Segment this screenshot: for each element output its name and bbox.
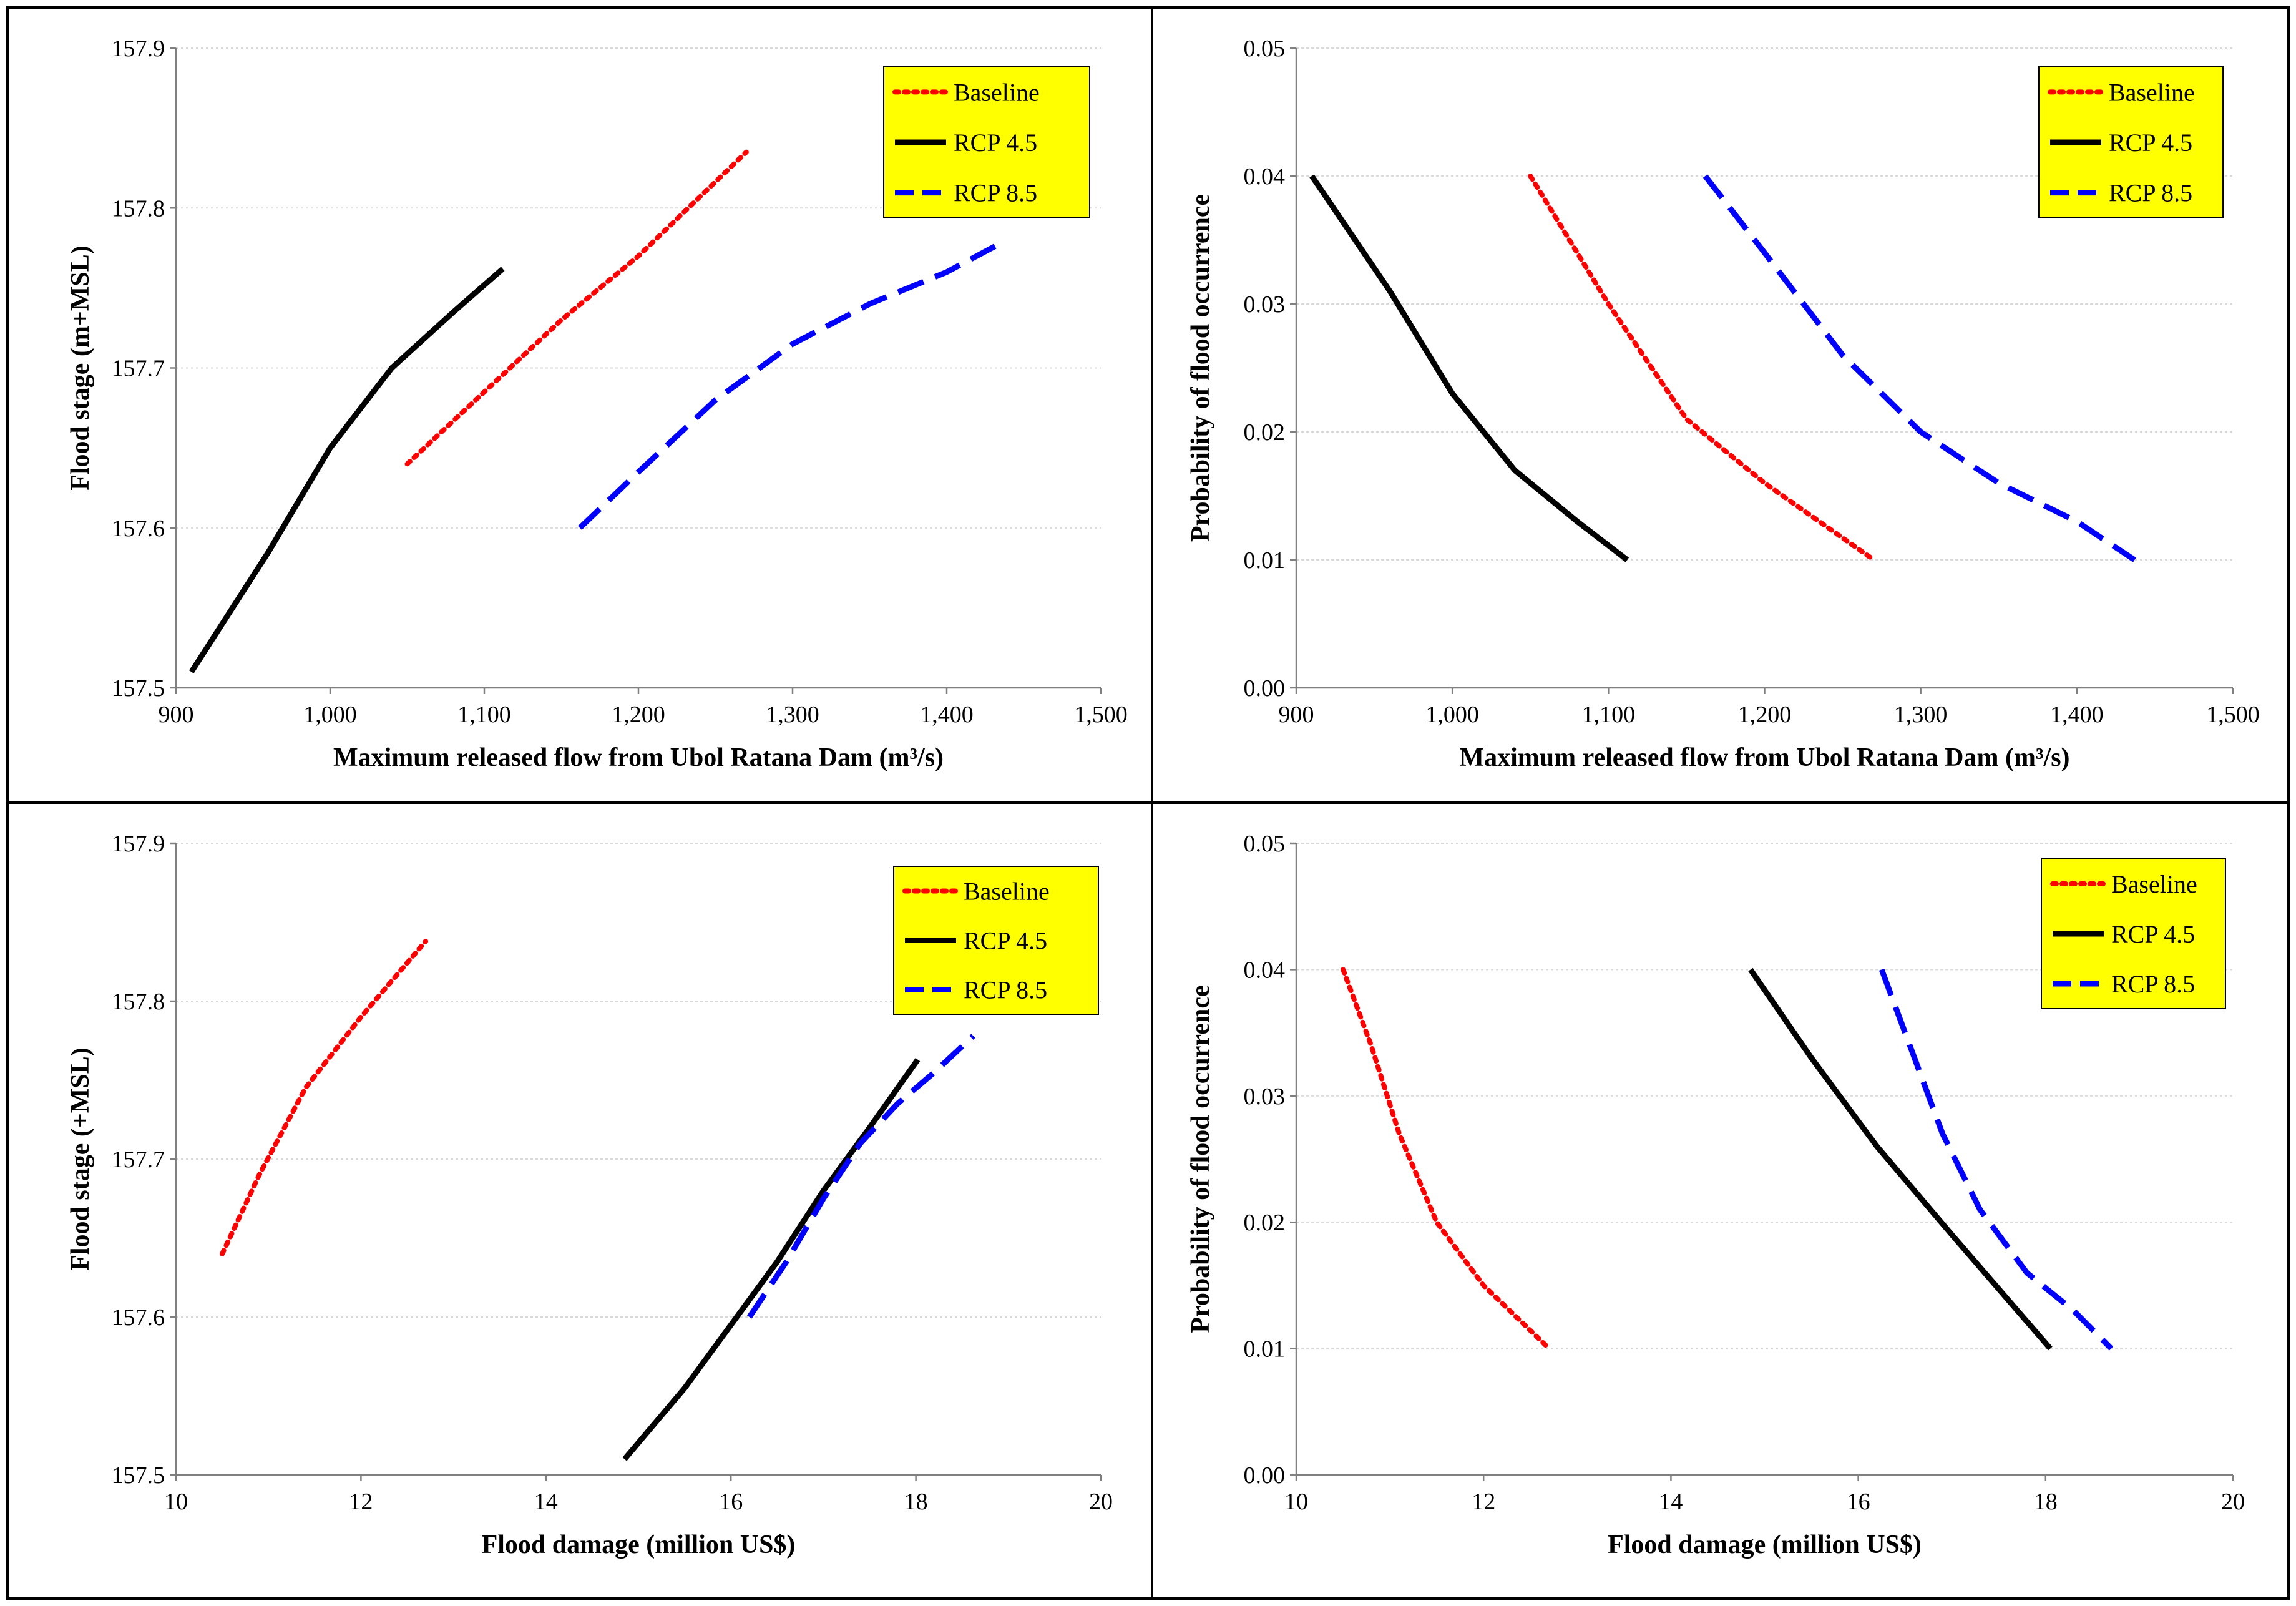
x-tick-label: 1,000 (303, 702, 357, 728)
x-tick-label: 1,400 (920, 702, 974, 728)
y-tick-label: 157.7 (112, 356, 165, 382)
x-tick-label: 20 (2221, 1489, 2245, 1515)
legend-label-rcp-8-5: RCP 8.5 (2109, 179, 2192, 207)
x-tick-label: 14 (534, 1489, 558, 1515)
series-line-rcp-4-5 (622, 1057, 921, 1461)
x-tick-label: 10 (1284, 1489, 1308, 1515)
series-line-rcp-8-5 (577, 240, 1002, 531)
legend-label-rcp-4-5: RCP 4.5 (2109, 129, 2192, 157)
legend-label-baseline: Baseline (954, 78, 1040, 106)
x-tick-label: 1,500 (1074, 702, 1128, 728)
x-tick-label: 10 (164, 1489, 188, 1515)
y-tick-label: 0.03 (1244, 291, 1286, 318)
legend-label-baseline: Baseline (964, 878, 1050, 906)
y-tick-label: 157.5 (112, 1462, 165, 1489)
legend: Baseline RCP 4.5 RCP 8.5 (2038, 66, 2224, 218)
y-axis-label: Flood stage (m+MSL) (66, 245, 95, 491)
legend: Baseline RCP 4.5 RCP 8.5 (893, 866, 1099, 1015)
x-tick-label: 18 (2034, 1489, 2058, 1515)
chart-panel-bottom-left: 157.5 157.6 157.7 157.8 157.9 10 12 14 16 18 20 Flo… (6, 801, 1155, 1600)
series-line-rcp-8-5 (1878, 968, 2114, 1351)
chart-panel-bottom-right: 0.00 0.01 0.02 0.03 0.04 0.05 10 12 14 16 18 20 Floo… (1151, 801, 2290, 1600)
legend: Baseline RCP 4.5 RCP 8.5 (2041, 858, 2226, 1009)
series-line-rcp-4-5 (1309, 174, 1629, 562)
y-tick-label: 157.6 (112, 1305, 165, 1331)
x-axis-label: Maximum released flow from Ubol Ratana D… (333, 743, 944, 772)
legend-label-rcp-8-5: RCP 8.5 (964, 976, 1047, 1004)
legend-label-baseline: Baseline (2111, 870, 2197, 898)
y-tick-label: 0.01 (1244, 1336, 1286, 1363)
legend-label-rcp-4-5: RCP 4.5 (2111, 920, 2195, 948)
chart-panel-top-right: 0.00 0.01 0.02 0.03 0.04 0.05 900 1,000 1,100 1,2… (1151, 6, 2290, 804)
y-tick-label: 157.7 (112, 1147, 165, 1173)
x-tick-label: 1,000 (1425, 702, 1479, 728)
series-line-rcp-4-5 (1748, 967, 2053, 1351)
x-tick-label: 14 (1659, 1489, 1683, 1515)
legend: Baseline RCP 4.5 RCP 8.5 (883, 66, 1090, 218)
x-tick-label: 20 (1089, 1489, 1113, 1515)
y-tick-label: 157.8 (112, 989, 165, 1015)
y-axis-label: Probability of flood occurrence (1186, 985, 1215, 1333)
x-tick-label: 16 (1847, 1489, 1870, 1515)
x-tick-label: 12 (1472, 1489, 1495, 1515)
series-line-rcp-4-5 (188, 267, 505, 673)
x-tick-label: 1,300 (766, 702, 819, 728)
y-tick-label: 0.02 (1244, 1210, 1286, 1236)
x-axis-label: Flood damage (million US$) (1608, 1530, 1922, 1559)
y-tick-label: 0.04 (1244, 164, 1286, 190)
chart-0: 157.5 157.6 157.7 157.8 157.9 900 1,000 1,100 1,… (66, 36, 1128, 772)
y-axis-label: Probability of flood occurrence (1186, 194, 1215, 542)
x-tick-label: 900 (159, 702, 194, 728)
series-line-rcp-8-5 (1702, 174, 2136, 562)
legend-label-rcp-4-5: RCP 4.5 (954, 129, 1037, 157)
y-tick-label: 157.8 (112, 195, 165, 222)
y-tick-label: 0.04 (1244, 957, 1286, 983)
y-tick-label: 157.9 (112, 36, 165, 62)
chart-3: 0.00 0.01 0.02 0.03 0.04 0.05 10 12 14 16 18 20 Floo… (1186, 831, 2245, 1559)
y-tick-label: 157.6 (112, 516, 165, 542)
y-tick-label: 0.05 (1244, 36, 1286, 62)
y-tick-label: 0.03 (1244, 1084, 1286, 1110)
y-tick-label: 157.9 (112, 831, 165, 857)
x-tick-label: 900 (1279, 702, 1314, 728)
x-tick-label: 1,200 (1738, 702, 1792, 728)
x-tick-label: 1,100 (1582, 702, 1636, 728)
y-tick-label: 0.00 (1244, 675, 1286, 702)
y-axis-label: Flood stage (+MSL) (66, 1047, 95, 1271)
series-line-rcp-8-5 (747, 1034, 975, 1319)
legend-label-rcp-8-5: RCP 8.5 (2111, 970, 2195, 998)
y-tick-label: 0.01 (1244, 547, 1286, 574)
x-tick-label: 1,400 (2050, 702, 2104, 728)
series-line-baseline (1341, 967, 1552, 1351)
x-tick-label: 18 (904, 1489, 928, 1515)
legend-label-rcp-4-5: RCP 4.5 (964, 927, 1047, 955)
chart-1: 0.00 0.01 0.02 0.03 0.04 0.05 900 1,000 1,100 1,2… (1186, 36, 2260, 772)
y-tick-label: 0.00 (1244, 1462, 1286, 1489)
y-tick-label: 0.02 (1244, 419, 1286, 446)
y-tick-label: 0.05 (1244, 831, 1286, 857)
x-tick-label: 16 (719, 1489, 743, 1515)
x-tick-label: 12 (349, 1489, 373, 1515)
legend-label-baseline: Baseline (2109, 78, 2195, 106)
x-tick-label: 1,300 (1894, 702, 1948, 728)
chart-panel-top-left: 157.5 157.6 157.7 157.8 157.9 900 1,000 1,100 1,… (6, 6, 1155, 804)
x-tick-label: 1,100 (457, 702, 511, 728)
x-axis-label: Maximum released flow from Ubol Ratana D… (1459, 743, 2069, 772)
x-tick-label: 1,200 (612, 702, 665, 728)
x-axis-label: Flood damage (million US$) (482, 1530, 796, 1559)
chart-2: 157.5 157.6 157.7 157.8 157.9 10 12 14 16 18 20 Flo… (66, 831, 1113, 1559)
series-line-baseline (220, 938, 429, 1256)
y-tick-label: 157.5 (112, 675, 165, 702)
legend-label-rcp-8-5: RCP 8.5 (954, 179, 1037, 207)
series-line-baseline (404, 149, 749, 467)
x-tick-label: 1,500 (2206, 702, 2260, 728)
series-line-baseline (1528, 174, 1877, 562)
